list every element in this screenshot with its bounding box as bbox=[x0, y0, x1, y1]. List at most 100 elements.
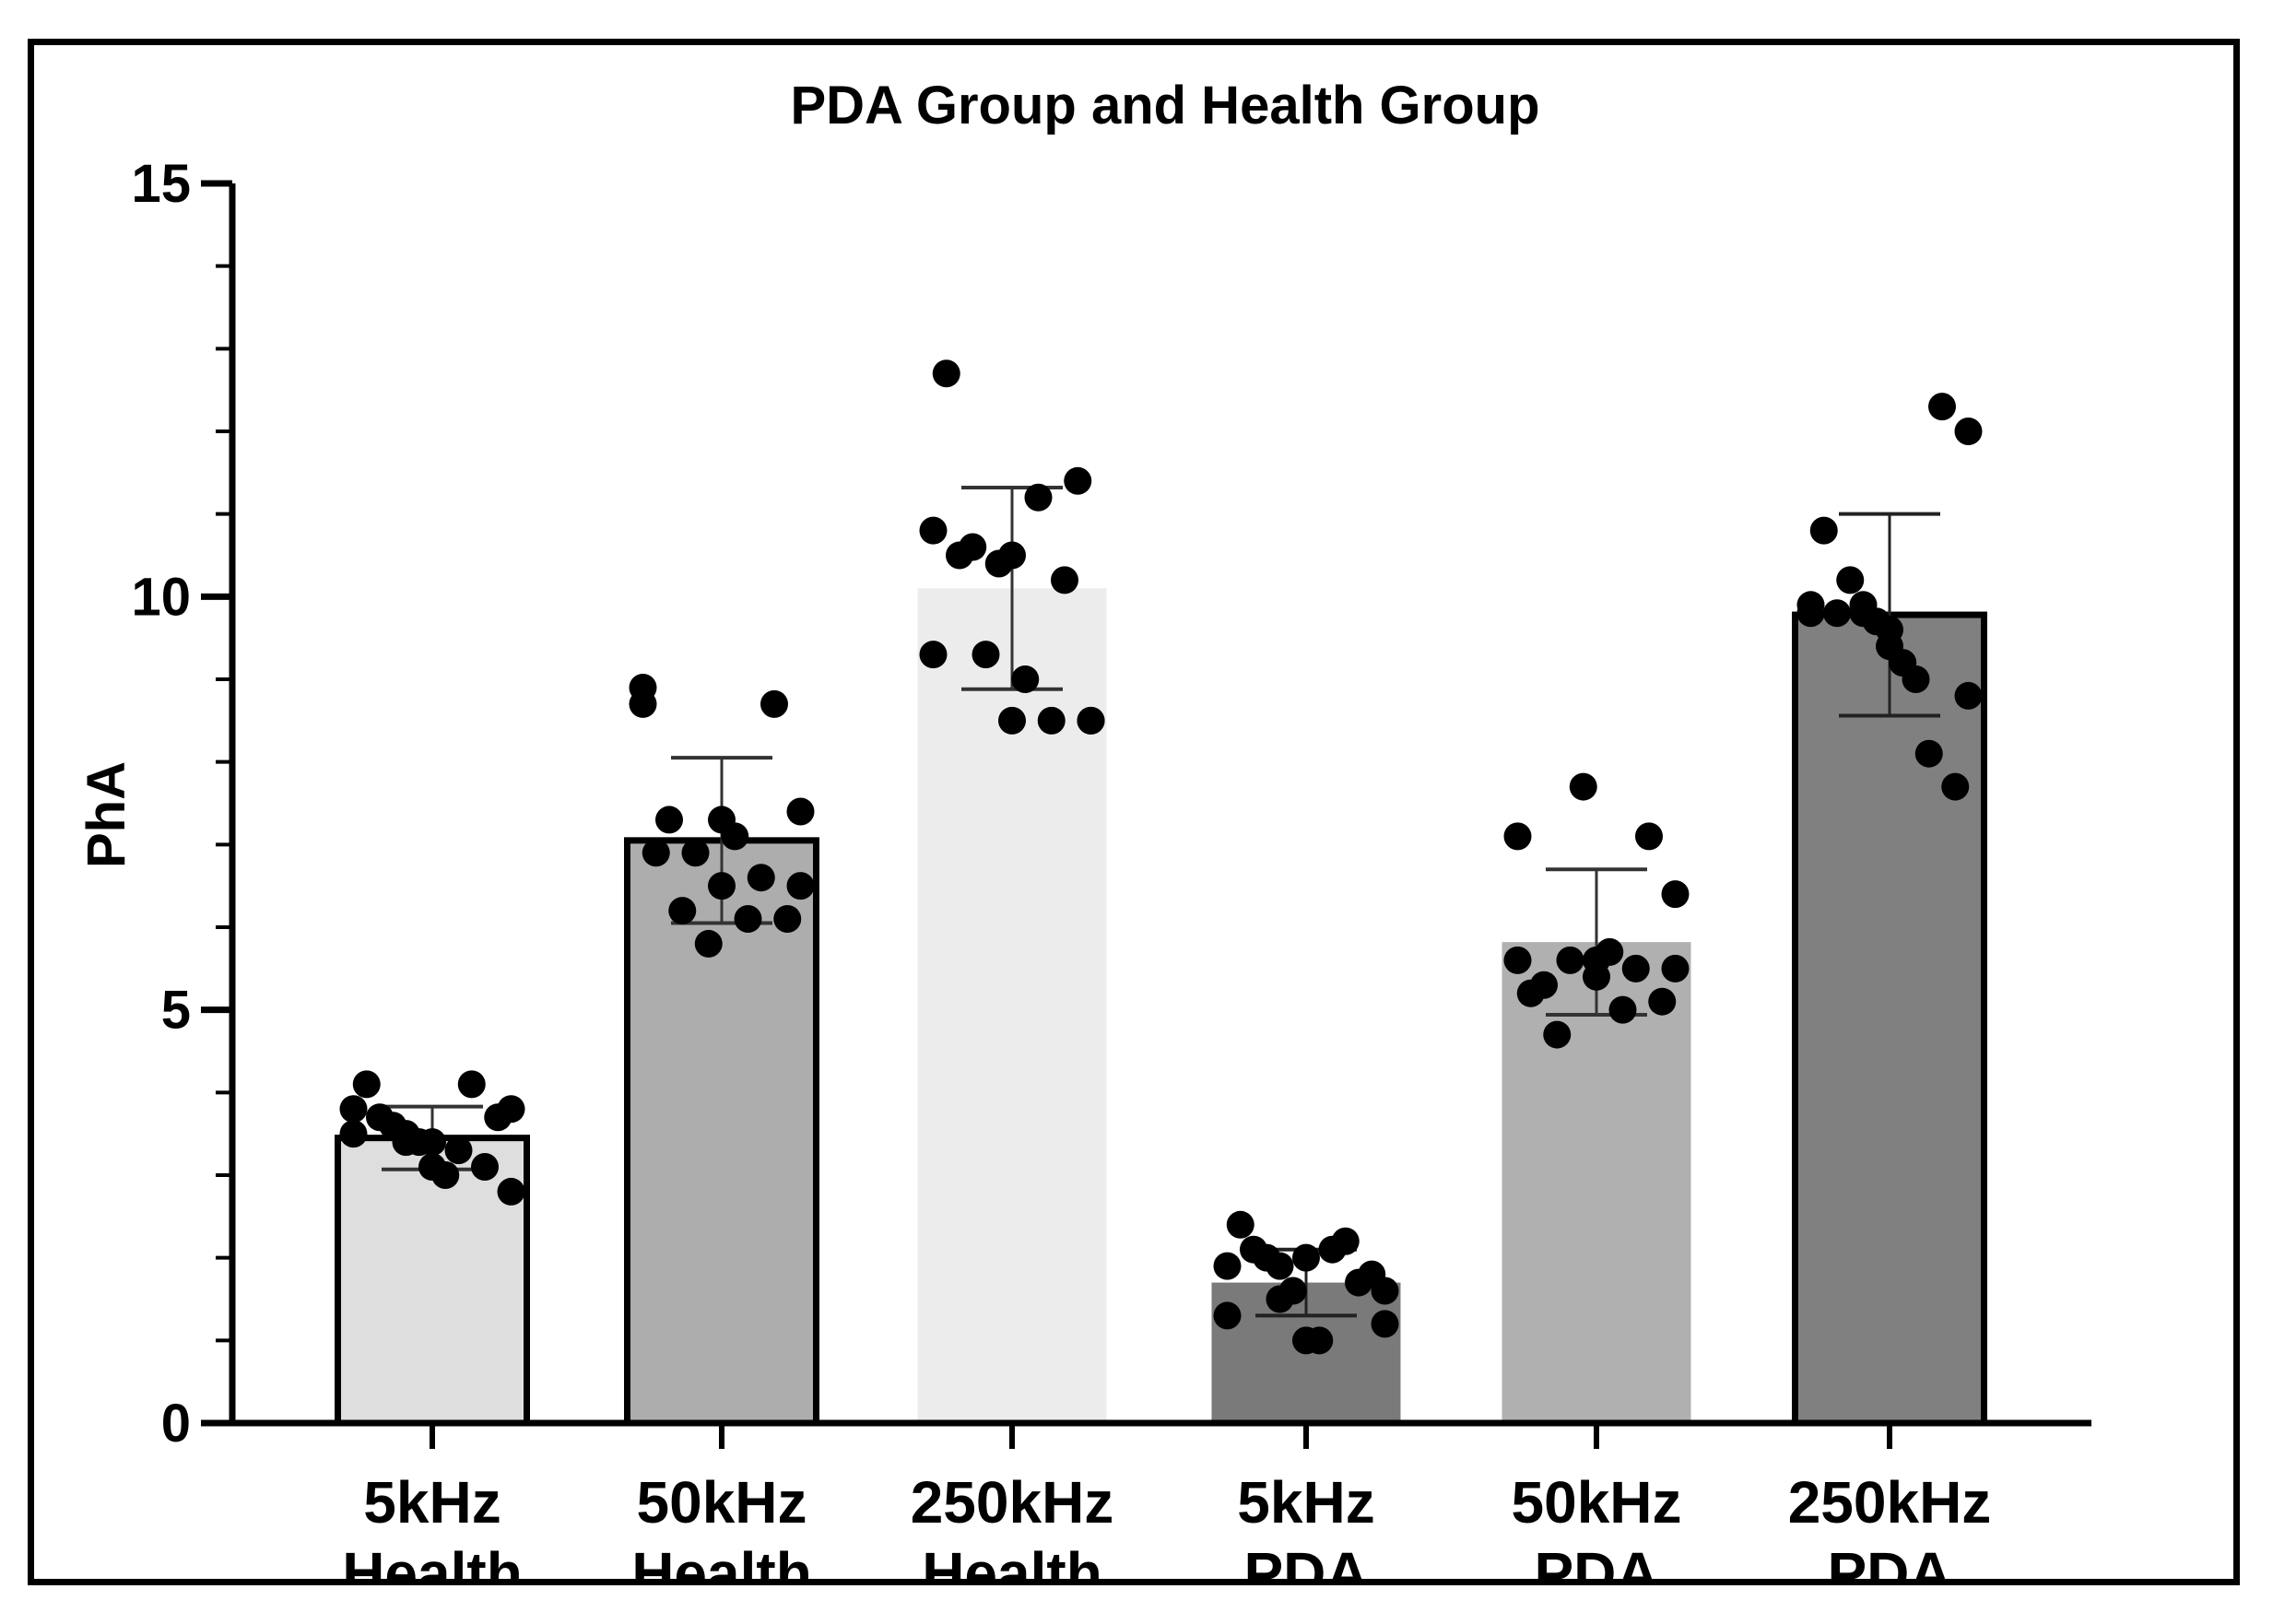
data-point-3-13 bbox=[1064, 466, 1092, 495]
data-point-3-4 bbox=[998, 706, 1026, 735]
category-label-6-line-1: 250kHz bbox=[1788, 1469, 1992, 1536]
category-label-3-line-2: Health bbox=[922, 1540, 1102, 1579]
data-point-2-6 bbox=[760, 689, 788, 718]
data-point-2-13 bbox=[773, 905, 802, 934]
data-point-4-12 bbox=[1331, 1227, 1360, 1255]
data-point-1-17 bbox=[392, 1128, 420, 1157]
data-point-2-4 bbox=[708, 872, 736, 900]
data-point-5-13 bbox=[1648, 987, 1677, 1016]
data-point-3-3 bbox=[972, 641, 1000, 669]
data-point-2-5 bbox=[734, 905, 762, 934]
category-label-3-line-1: 250kHz bbox=[911, 1469, 1114, 1536]
data-point-4-11 bbox=[1305, 1326, 1334, 1355]
data-point-6-14 bbox=[1796, 591, 1825, 619]
data-point-3-8 bbox=[932, 359, 960, 388]
data-point-1-16 bbox=[497, 1095, 525, 1124]
data-point-4-17 bbox=[1266, 1252, 1294, 1280]
data-point-6-13 bbox=[1941, 772, 1970, 801]
data-point-2-2 bbox=[655, 806, 683, 834]
data-point-2-7 bbox=[786, 797, 815, 826]
data-point-5-9 bbox=[1543, 1020, 1572, 1049]
data-point-1-7 bbox=[497, 1177, 525, 1206]
data-point-6-9 bbox=[1836, 566, 1865, 594]
data-point-3-11 bbox=[1011, 665, 1040, 693]
data-point-4-10 bbox=[1278, 1277, 1307, 1305]
data-point-4-8 bbox=[1226, 1210, 1254, 1239]
category-label-1-line-2: Health bbox=[342, 1540, 523, 1579]
bar-chart: PDA Group and Health Group PhA 0 5 10 15 5k… bbox=[77, 76, 2091, 1579]
data-point-2-15 bbox=[708, 806, 736, 834]
data-point-6-7 bbox=[1954, 418, 1983, 445]
data-point-1-5 bbox=[444, 1136, 473, 1165]
data-point-1-15 bbox=[418, 1153, 446, 1182]
data-point-2-3 bbox=[681, 839, 710, 867]
data-point-3-5 bbox=[1024, 483, 1053, 512]
bar-5 bbox=[1502, 942, 1691, 1423]
bar-6 bbox=[1792, 611, 1987, 1427]
y-tick-label-0: 0 bbox=[161, 1394, 191, 1453]
data-point-3-12 bbox=[1037, 706, 1066, 735]
data-point-1-6 bbox=[471, 1153, 499, 1182]
category-label-5-line-1: 50kHz bbox=[1512, 1469, 1682, 1536]
data-point-4-16 bbox=[1371, 1277, 1399, 1305]
data-point-6-17 bbox=[1849, 599, 1878, 628]
chart-title: PDA Group and Health Group bbox=[790, 76, 1539, 135]
data-point-3-1 bbox=[919, 516, 948, 545]
data-point-2-12 bbox=[747, 864, 775, 892]
data-point-4-1 bbox=[1213, 1252, 1242, 1280]
y-tick-label-5: 5 bbox=[161, 981, 191, 1041]
data-point-6-2 bbox=[1823, 599, 1851, 628]
data-point-1-12 bbox=[457, 1070, 486, 1099]
data-point-5-12 bbox=[1621, 954, 1650, 983]
data-point-5-5 bbox=[1608, 995, 1637, 1024]
axes-layer: 0 5 10 15 bbox=[131, 154, 2091, 1453]
category-label-2-line-1: 50kHz bbox=[637, 1469, 807, 1536]
data-point-5-10 bbox=[1569, 772, 1597, 801]
data-point-3-16 bbox=[1077, 706, 1105, 735]
data-point-1-1 bbox=[339, 1095, 368, 1124]
data-point-2-9 bbox=[668, 897, 697, 925]
category-label-4-line-2: PDA bbox=[1243, 1540, 1368, 1579]
data-point-5-16 bbox=[1661, 954, 1690, 983]
y-tick-label-15: 15 bbox=[131, 154, 191, 214]
category-label-4-line-1: 5kHz bbox=[1237, 1469, 1374, 1536]
data-point-3-9 bbox=[959, 533, 987, 561]
data-point-5-1 bbox=[1503, 946, 1532, 974]
data-point-6-11 bbox=[1889, 649, 1917, 677]
category-labels-layer: 5kHz Health 50kHz Health 250kHz Health 5kHz PDA… bbox=[342, 1469, 1991, 1579]
data-point-5-3 bbox=[1556, 946, 1584, 974]
data-point-6-12 bbox=[1914, 739, 1943, 768]
data-point-5-6 bbox=[1635, 822, 1663, 851]
data-point-2-8 bbox=[642, 839, 670, 867]
data-point-6-8 bbox=[1809, 516, 1838, 545]
data-point-2-10 bbox=[694, 929, 723, 958]
data-point-5-7 bbox=[1661, 880, 1690, 909]
data-point-2-14 bbox=[629, 673, 657, 701]
data-point-5-14 bbox=[1503, 822, 1532, 851]
bar-2 bbox=[624, 837, 819, 1427]
bars-layer bbox=[335, 588, 1987, 1427]
data-point-4-14 bbox=[1213, 1301, 1242, 1330]
category-label-5-line-2: PDA bbox=[1534, 1540, 1658, 1579]
category-label-2-line-2: Health bbox=[631, 1540, 812, 1579]
data-point-3-15 bbox=[998, 541, 1026, 570]
category-label-1-line-1: 5kHz bbox=[363, 1469, 501, 1536]
data-point-6-15 bbox=[1876, 616, 1903, 644]
y-tick-label-10: 10 bbox=[131, 567, 191, 627]
data-point-4-7 bbox=[1371, 1310, 1399, 1338]
data-point-3-6 bbox=[1051, 566, 1078, 594]
data-point-4-15 bbox=[1292, 1243, 1320, 1272]
data-point-6-16 bbox=[1954, 681, 1983, 710]
data-point-1-8 bbox=[352, 1070, 381, 1099]
data-points-layer bbox=[339, 359, 1983, 1355]
data-point-1-14 bbox=[339, 1120, 368, 1148]
data-point-6-6 bbox=[1928, 393, 1956, 421]
data-point-2-16 bbox=[786, 872, 815, 900]
chart-frame: PDA Group and Health Group PhA 0 5 10 15 5k… bbox=[28, 39, 2240, 1585]
data-point-3-14 bbox=[919, 641, 948, 669]
category-label-6-line-2: PDA bbox=[1827, 1540, 1951, 1579]
y-axis-label: PhA bbox=[77, 761, 136, 868]
data-point-5-15 bbox=[1583, 946, 1610, 974]
bar-1 bbox=[335, 1135, 530, 1427]
data-point-5-8 bbox=[1516, 979, 1545, 1007]
